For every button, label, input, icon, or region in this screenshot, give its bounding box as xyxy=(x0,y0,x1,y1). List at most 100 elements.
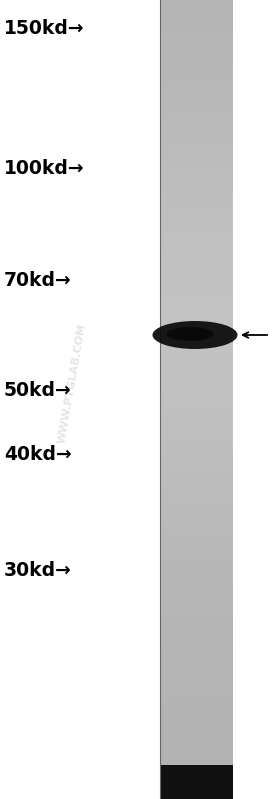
Bar xyxy=(160,593,233,599)
Bar xyxy=(160,60,233,66)
Bar xyxy=(160,200,233,206)
Bar xyxy=(160,459,233,466)
Bar xyxy=(160,566,233,573)
Bar xyxy=(160,0,233,799)
Bar xyxy=(233,0,280,799)
Bar xyxy=(160,233,233,240)
Bar xyxy=(160,493,233,499)
Bar xyxy=(160,366,233,373)
Bar xyxy=(160,186,233,193)
Bar xyxy=(160,280,233,286)
Bar xyxy=(160,433,233,439)
Bar xyxy=(160,539,233,546)
Bar xyxy=(160,739,233,745)
Bar xyxy=(160,226,233,233)
Bar xyxy=(160,513,233,519)
Bar xyxy=(160,686,233,693)
Bar xyxy=(160,393,233,400)
Text: 100kd→: 100kd→ xyxy=(4,158,85,177)
Bar xyxy=(160,166,233,173)
Bar xyxy=(160,380,233,386)
Text: 70kd→: 70kd→ xyxy=(4,271,72,289)
Text: 150kd→: 150kd→ xyxy=(4,18,85,38)
Bar xyxy=(160,193,233,200)
Bar xyxy=(160,93,233,100)
Bar xyxy=(160,506,233,513)
Bar xyxy=(160,220,233,226)
Bar xyxy=(160,260,233,266)
Bar xyxy=(160,559,233,566)
Bar xyxy=(160,533,233,539)
Bar xyxy=(160,446,233,453)
Bar xyxy=(160,326,233,333)
Bar xyxy=(160,626,233,633)
Bar xyxy=(160,386,233,393)
Bar xyxy=(160,673,233,679)
Text: 30kd→: 30kd→ xyxy=(4,561,72,579)
Bar xyxy=(160,153,233,160)
Bar xyxy=(160,586,233,593)
Bar xyxy=(160,320,233,326)
Bar xyxy=(160,34,233,40)
Bar xyxy=(160,453,233,459)
Bar xyxy=(160,406,233,413)
Bar xyxy=(160,266,233,273)
Bar xyxy=(160,466,233,473)
Bar xyxy=(160,479,233,486)
Bar xyxy=(160,206,233,213)
Bar xyxy=(160,725,233,733)
Bar xyxy=(160,779,233,785)
Bar xyxy=(160,146,233,153)
Bar xyxy=(160,679,233,686)
Bar xyxy=(160,300,233,306)
Ellipse shape xyxy=(153,321,237,349)
Bar xyxy=(160,0,233,6)
Bar xyxy=(160,113,233,120)
Bar xyxy=(160,646,233,653)
Bar xyxy=(160,306,233,313)
Bar xyxy=(160,613,233,619)
Bar xyxy=(160,486,233,493)
Bar xyxy=(160,765,233,799)
Bar xyxy=(160,20,233,26)
Bar xyxy=(160,160,233,166)
Bar xyxy=(160,140,233,146)
Bar xyxy=(160,14,233,20)
Bar xyxy=(160,66,233,74)
Bar xyxy=(0,0,160,799)
Bar xyxy=(160,180,233,186)
Bar xyxy=(160,253,233,260)
Bar xyxy=(160,40,233,46)
Bar xyxy=(160,546,233,553)
Bar xyxy=(160,733,233,739)
Text: 50kd→: 50kd→ xyxy=(4,380,72,400)
Bar xyxy=(160,100,233,106)
Bar xyxy=(160,413,233,419)
Bar xyxy=(160,606,233,613)
Bar xyxy=(160,659,233,666)
Bar xyxy=(160,419,233,426)
Bar xyxy=(160,719,233,725)
Bar xyxy=(160,713,233,719)
Bar xyxy=(160,706,233,713)
Bar xyxy=(160,333,233,340)
Bar xyxy=(160,240,233,246)
Ellipse shape xyxy=(167,327,213,341)
Bar xyxy=(160,126,233,133)
Bar xyxy=(160,765,233,773)
Bar xyxy=(160,120,233,126)
Bar xyxy=(160,400,233,406)
Text: WWW.PTGLAB.COM: WWW.PTGLAB.COM xyxy=(57,323,88,444)
Bar xyxy=(160,473,233,479)
Bar xyxy=(160,639,233,646)
Bar xyxy=(160,579,233,586)
Bar xyxy=(160,173,233,180)
Bar xyxy=(160,106,233,113)
Bar xyxy=(160,353,233,360)
Bar xyxy=(160,699,233,706)
Bar xyxy=(160,666,233,673)
Bar xyxy=(160,273,233,280)
Bar xyxy=(160,753,233,759)
Bar xyxy=(160,426,233,433)
Bar xyxy=(160,86,233,93)
